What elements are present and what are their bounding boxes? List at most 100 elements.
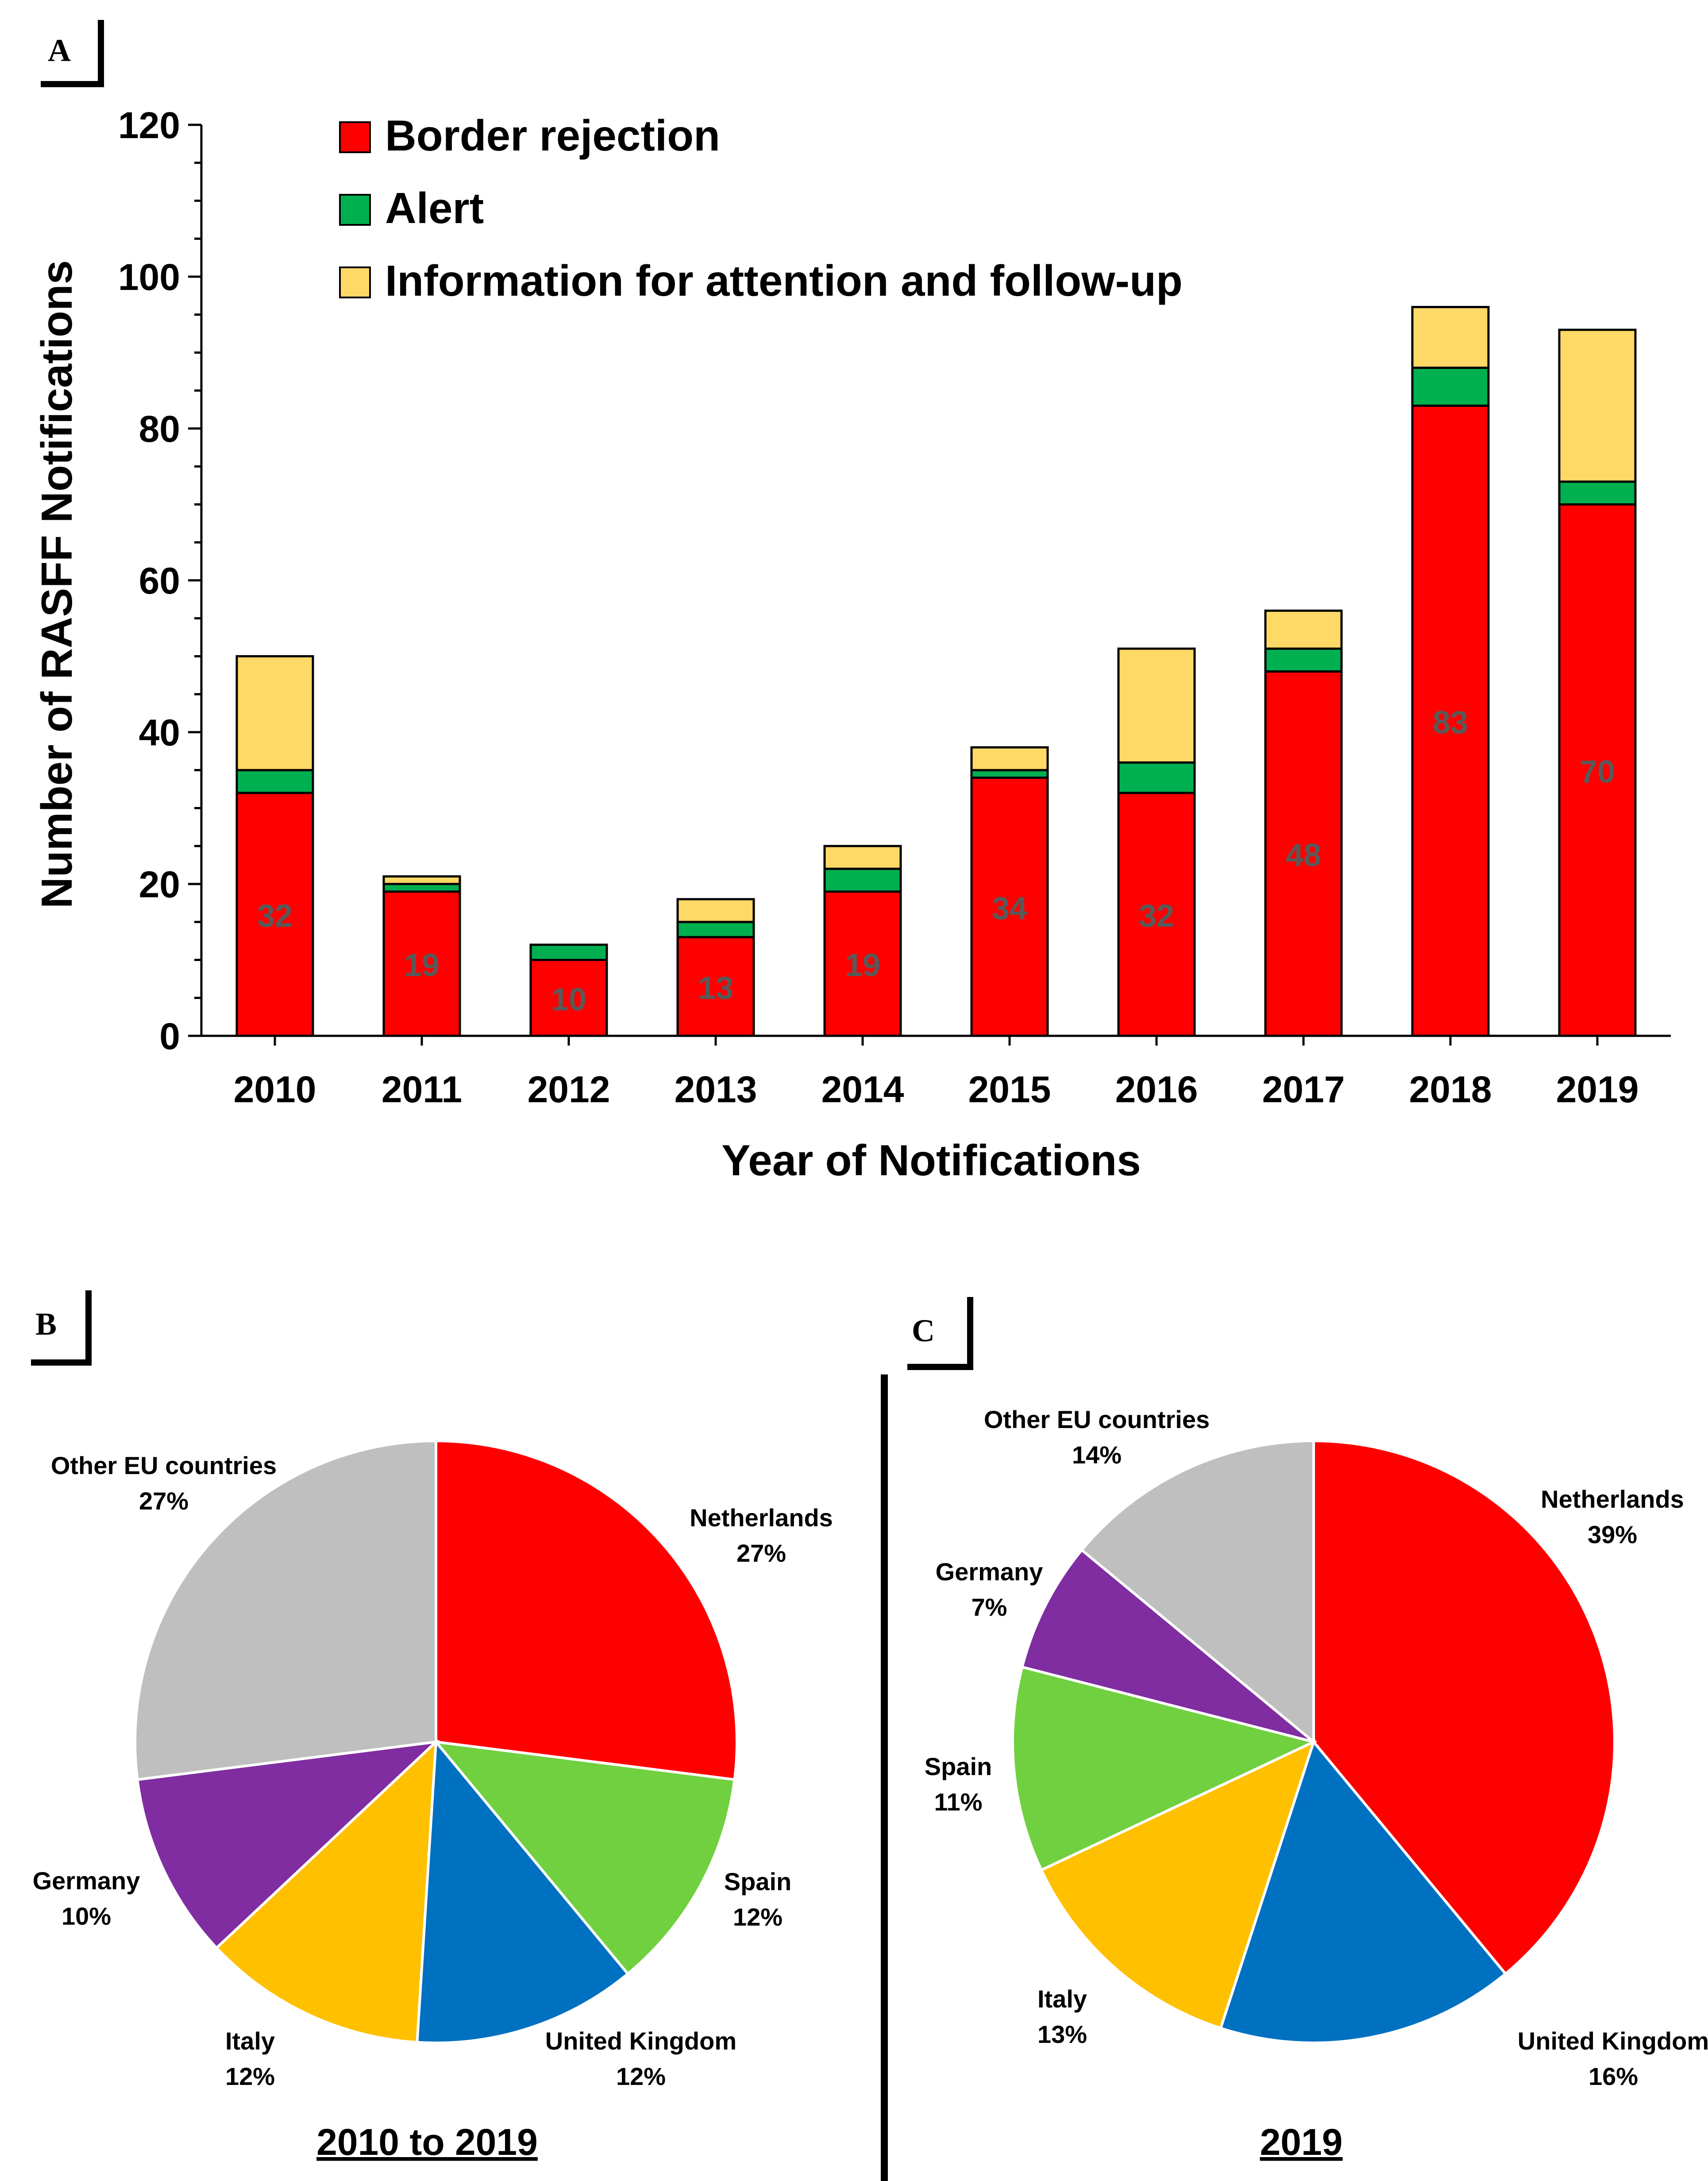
bar-chart-x-ticks: 2010 2011 2012 2013 2014 2015 2016 2017 2018 2019 — [234, 1036, 1639, 1110]
data-label-2013: 13 — [698, 971, 733, 1006]
x-tick-label-2019: 2019 — [1556, 1069, 1639, 1110]
legend-label-information: Information for attention and follow-up — [385, 256, 1183, 305]
pie-c-title: 2019 — [1260, 2121, 1343, 2163]
bar-segment-alert-2010 — [235, 769, 314, 794]
bar-segment-alert-2017 — [1264, 647, 1343, 673]
bar-segment-alert-2011 — [382, 883, 461, 893]
bar-segment-border-rejection-2019 — [1558, 503, 1637, 1037]
panel-c-corner-mark — [907, 1297, 973, 1370]
data-label-2017: 48 — [1286, 838, 1321, 873]
y-tick-label: 0 — [159, 1015, 180, 1057]
bar-segment-alert-2015 — [970, 769, 1049, 779]
bar-segment-information-for-attention-and-follow-up-2010 — [235, 655, 314, 772]
legend-swatch-border-rejection — [339, 121, 371, 153]
panel-c-label: C — [912, 1313, 935, 1348]
bar-segment-information-for-attention-and-follow-up-2017 — [1264, 610, 1343, 650]
pie-b-slice-netherlands — [435, 1439, 739, 1781]
legend-label-border-rejection: Border rejection — [385, 111, 720, 160]
pie-c-label-other-eu-countries: Other EU countries — [984, 1405, 1210, 1433]
panel-a-corner-mark — [41, 20, 104, 87]
pie-c-pct-other-eu-countries: 14% — [1072, 1441, 1122, 1469]
pie-b-slice-italy — [215, 1738, 438, 2044]
x-tick-label-2018: 2018 — [1409, 1069, 1492, 1110]
pie-b-pct-netherlands: 27% — [736, 1539, 786, 1567]
pie-c-slice-netherlands — [1312, 1439, 1616, 1976]
panel-b-label: B — [35, 1306, 57, 1342]
data-label-2019: 70 — [1580, 754, 1615, 790]
pie-c-slice-germany — [1020, 1548, 1315, 1743]
pie-b-pct-united-kingdom: 12% — [616, 2062, 666, 2090]
legend: Border rejection Alert Information for a… — [339, 111, 1183, 305]
data-label-2016: 32 — [1139, 899, 1174, 934]
x-tick-label-2013: 2013 — [675, 1069, 757, 1110]
bar-segment-border-rejection-2016 — [1117, 791, 1196, 1037]
y-tick-label: 120 — [118, 104, 180, 146]
y-tick-label: 40 — [139, 712, 180, 753]
pie-chart-2019 — [1011, 1439, 1616, 2045]
x-tick-label-2014: 2014 — [821, 1069, 904, 1110]
pie-c-label-netherlands: Netherlands — [1541, 1485, 1684, 1513]
legend-swatch-alert — [339, 194, 371, 226]
bar-segment-border-rejection-2018 — [1411, 405, 1490, 1037]
x-tick-label-2017: 2017 — [1262, 1069, 1345, 1110]
bar-segment-information-for-attention-and-follow-up-2015 — [970, 746, 1049, 772]
bar-segment-border-rejection-2010 — [235, 791, 314, 1037]
pie-b-pct-spain: 12% — [733, 1903, 783, 1931]
pie-c-slice-italy — [1039, 1739, 1316, 2030]
bar-segment-alert-2013 — [676, 921, 755, 938]
bar-segment-information-for-attention-and-follow-up-2014 — [823, 845, 902, 870]
bar-segment-alert-2012 — [529, 943, 608, 961]
pie-chart-2010-2019 — [133, 1439, 739, 2045]
pie-b-pct-other-eu-countries: 27% — [139, 1487, 189, 1515]
data-label-2014: 19 — [845, 948, 880, 983]
y-tick-label: 100 — [118, 256, 180, 298]
pie-b-label-united-kingdom: United Kingdom — [545, 2027, 736, 2055]
pie-b-label-other-eu-countries: Other EU countries — [51, 1451, 277, 1479]
x-tick-label-2012: 2012 — [528, 1069, 610, 1110]
pie-c-pct-united-kingdom: 16% — [1588, 2062, 1638, 2090]
bar-segment-alert-2018 — [1411, 367, 1490, 407]
y-axis-label: Number of RASFF Notifications — [32, 260, 81, 909]
y-tick-label: 60 — [139, 560, 180, 602]
pie-b-title: 2010 to 2019 — [316, 2121, 538, 2163]
bar-segment-alert-2014 — [823, 868, 902, 893]
pie-c-labels: Netherlands 39% United Kingdom 16% Italy 13% S… — [925, 1405, 1708, 2090]
bar-segment-alert-2016 — [1117, 761, 1196, 794]
pie-c-pct-italy: 13% — [1037, 2020, 1087, 2048]
data-label-2018: 83 — [1433, 705, 1468, 740]
y-tick-label: 20 — [139, 864, 180, 905]
pie-b-slice-united-kingdom — [416, 1738, 630, 2045]
x-tick-label-2016: 2016 — [1115, 1069, 1198, 1110]
pie-c-slice-other-eu-countries — [1080, 1439, 1315, 1745]
bar-segment-information-for-attention-and-follow-up-2013 — [676, 898, 755, 923]
bar-segment-information-for-attention-and-follow-up-2018 — [1411, 306, 1490, 369]
bar-segment-alert-2019 — [1558, 480, 1637, 506]
bar-chart-y-ticks: 0 20 40 60 80 100 120 — [118, 104, 201, 1057]
x-tick-label-2015: 2015 — [968, 1069, 1051, 1110]
bar-chart-bars: 32 19 10 13 19 34 32 48 83 70 — [235, 306, 1637, 1037]
pie-b-slice-germany — [136, 1740, 440, 1950]
pie-c-slice-united-kingdom — [1219, 1739, 1508, 2045]
pie-c-label-spain: Spain — [925, 1753, 992, 1780]
panel-b: B Netherlands 27% Spain 12% United Kingdom 12… — [31, 1290, 833, 2163]
x-tick-label-2011: 2011 — [382, 1069, 462, 1110]
pie-b-label-spain: Spain — [724, 1868, 791, 1895]
bar-segment-border-rejection-2015 — [970, 776, 1049, 1037]
pie-c-label-united-kingdom: United Kingdom — [1518, 2027, 1708, 2055]
data-label-2011: 19 — [404, 948, 440, 983]
pie-c-pct-germany: 7% — [972, 1593, 1007, 1621]
pie-b-label-netherlands: Netherlands — [690, 1504, 833, 1532]
panel-b-corner-mark — [31, 1290, 92, 1366]
pie-c-label-germany: Germany — [936, 1558, 1043, 1586]
x-axis-label: Year of Notifications — [721, 1136, 1141, 1185]
bar-segment-border-rejection-2017 — [1264, 670, 1343, 1037]
pie-b-labels: Netherlands 27% Spain 12% United Kingdom 12% I… — [33, 1451, 833, 2090]
pie-c-pct-netherlands: 39% — [1588, 1521, 1637, 1548]
pie-c-slice-spain — [1011, 1665, 1318, 1872]
pie-b-pct-germany: 10% — [62, 1902, 111, 1930]
pie-b-slice-spain — [432, 1740, 736, 1976]
panel-a-label: A — [48, 33, 71, 68]
x-tick-label-2010: 2010 — [234, 1069, 316, 1110]
y-tick-label: 80 — [139, 408, 180, 450]
